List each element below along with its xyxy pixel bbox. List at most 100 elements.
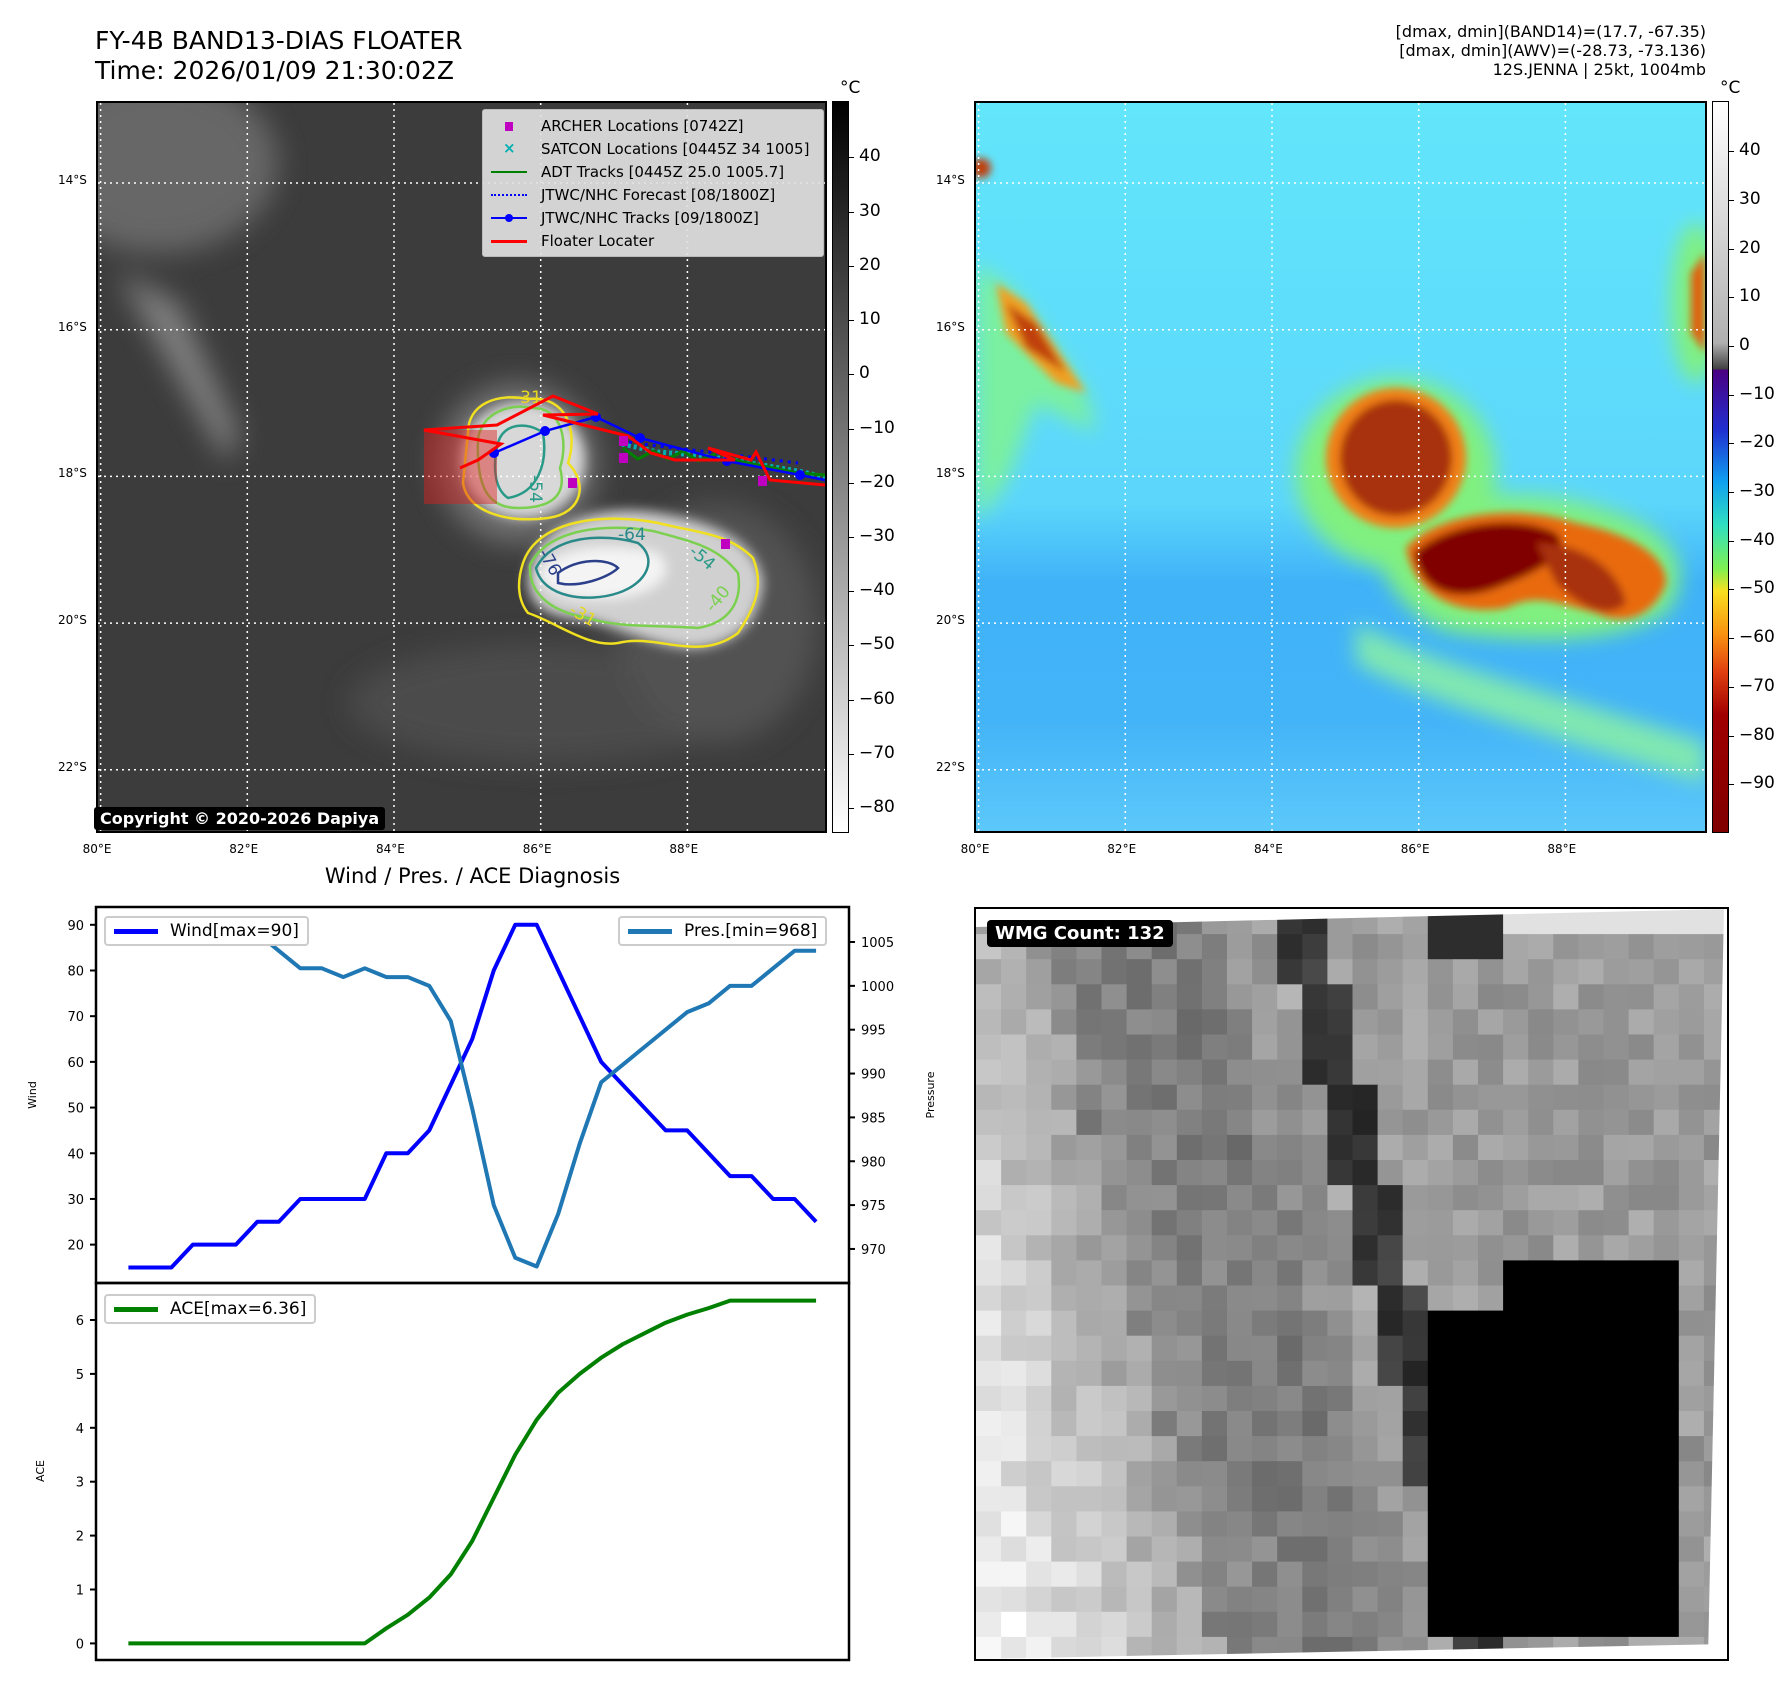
wmg-pixel — [1076, 1636, 1103, 1659]
wmg-pixel — [1528, 1385, 1554, 1412]
wmg-pixel — [1653, 1059, 1680, 1086]
wmg-pixel — [1578, 909, 1605, 935]
colorbar-tick-label: 30 — [859, 200, 881, 221]
wmg-pixel — [1452, 984, 1479, 1010]
wmg-pixel — [1402, 934, 1429, 960]
wmg-pixel — [1001, 1009, 1027, 1036]
wmg-pixel — [1101, 1034, 1128, 1061]
wmg-pixel — [1327, 1059, 1354, 1086]
wmg-pixel — [1051, 1360, 1077, 1387]
colorbar-tick-mark — [849, 428, 854, 430]
wmg-pixel — [1176, 1486, 1203, 1512]
wmg-pixel — [1201, 1536, 1228, 1563]
wmg-pixel — [1151, 1436, 1178, 1462]
wmg-pixel — [1026, 1059, 1052, 1086]
colorbar-tick-label: −50 — [1739, 578, 1775, 599]
wmg-pixel — [1352, 1009, 1379, 1036]
wmg-pixel — [1603, 1411, 1630, 1437]
wmg-pixel — [1201, 959, 1228, 985]
longitude-tick-label: 86°E — [1400, 842, 1430, 856]
wmg-pixel — [1578, 959, 1605, 985]
wmg-pixel — [1377, 1360, 1404, 1387]
wmg-pixel — [1101, 1059, 1128, 1086]
wmg-pixel — [1578, 1511, 1605, 1538]
dotted-line-icon — [491, 188, 527, 202]
colorbar-tick-mark — [849, 645, 854, 647]
wmg-pixel — [1352, 1561, 1379, 1588]
wmg-pixel — [1252, 1385, 1278, 1412]
wmg-pixel — [1101, 1536, 1128, 1563]
contour-label: -31 — [514, 388, 542, 408]
wmg-pixel — [976, 1059, 1002, 1086]
wmg-pixel — [1553, 1310, 1579, 1337]
wmg-pixel — [1026, 1436, 1052, 1462]
wmg-pixel — [1678, 959, 1705, 985]
wmg-pixel — [1227, 1461, 1253, 1487]
colorbar-tick-label: −70 — [859, 742, 895, 763]
cloud-cells — [461, 402, 763, 649]
wmg-pixel — [1452, 1486, 1479, 1512]
wmg-pixel — [1201, 934, 1228, 960]
wmg-pixel — [1427, 1611, 1454, 1638]
wmg-pixel — [1377, 1235, 1404, 1261]
wmg-pixel — [1176, 1636, 1203, 1659]
wmg-pixel — [1277, 1436, 1303, 1462]
wmg-pixel — [1478, 1310, 1504, 1337]
wmg-pixel — [1101, 1084, 1128, 1111]
wmg-pixel — [1452, 1360, 1479, 1387]
y-tick-label: 20 — [67, 1239, 84, 1254]
wmg-pixel — [1201, 1436, 1228, 1462]
wmg-pixel — [1227, 1511, 1253, 1538]
wmg-pixel — [1252, 1109, 1278, 1136]
wmg-pixel — [1151, 1360, 1178, 1387]
y-tick-label: 990 — [861, 1068, 886, 1083]
wmg-pixel — [1001, 1109, 1027, 1136]
colorbar-tick-mark — [849, 265, 854, 267]
wmg-pixel — [1277, 1009, 1303, 1036]
wmg-pixel — [1026, 1586, 1052, 1613]
wmg-pixel — [1503, 1235, 1529, 1261]
wmg-pixel — [1001, 1059, 1027, 1086]
wmg-pixel — [1051, 1059, 1077, 1086]
map-gridlines — [976, 103, 1705, 831]
wmg-pixel — [1302, 1385, 1328, 1412]
wmg-pixel — [1151, 1561, 1178, 1588]
wmg-pixel — [1553, 1335, 1579, 1362]
wmg-pixel — [1578, 1084, 1605, 1111]
wmg-pixel — [1201, 1611, 1228, 1638]
wmg-pixel — [1101, 1210, 1128, 1236]
wmg-pixel — [1076, 1536, 1103, 1563]
wmg-pixel — [1076, 1285, 1103, 1312]
wmg-pixel — [1327, 1310, 1354, 1337]
wmg-image — [976, 909, 1727, 1659]
wmg-pixel — [1603, 1235, 1630, 1261]
wmg-pixel — [1076, 1084, 1103, 1111]
wmg-pixel — [1528, 1084, 1554, 1111]
wmg-pixel — [1227, 1411, 1253, 1437]
wmg-pixel — [1201, 1134, 1228, 1161]
wmg-pixel — [1076, 1486, 1103, 1512]
wmg-pixel — [1252, 1511, 1278, 1538]
wmg-pixel — [1377, 1385, 1404, 1412]
wmg-pixel — [1503, 1310, 1529, 1337]
wmg-pixel — [1402, 1235, 1429, 1261]
wmg-pixel — [1277, 1059, 1303, 1086]
y-tick-label: 985 — [861, 1111, 886, 1126]
colorbar-tick-mark — [1729, 394, 1734, 396]
wmg-pixel — [1678, 1561, 1705, 1588]
wmg-pixel — [1277, 1511, 1303, 1538]
wmg-pixel — [1678, 1285, 1705, 1312]
wmg-pixel — [1628, 1360, 1655, 1387]
wmg-pixel — [1553, 1511, 1579, 1538]
wmg-pixel — [1352, 1285, 1379, 1312]
wmg-pixel — [976, 1285, 1002, 1312]
y-tick-label: 3 — [76, 1476, 84, 1491]
colorbar-tick-mark — [1729, 297, 1734, 299]
wmg-pixel — [1327, 1084, 1354, 1111]
wmg-pixel — [976, 1461, 1002, 1487]
wmg-pixel — [1478, 1586, 1504, 1613]
wmg-pixel — [1352, 1335, 1379, 1362]
wmg-pixel — [1503, 1009, 1529, 1036]
wmg-pixel — [1277, 1185, 1303, 1211]
